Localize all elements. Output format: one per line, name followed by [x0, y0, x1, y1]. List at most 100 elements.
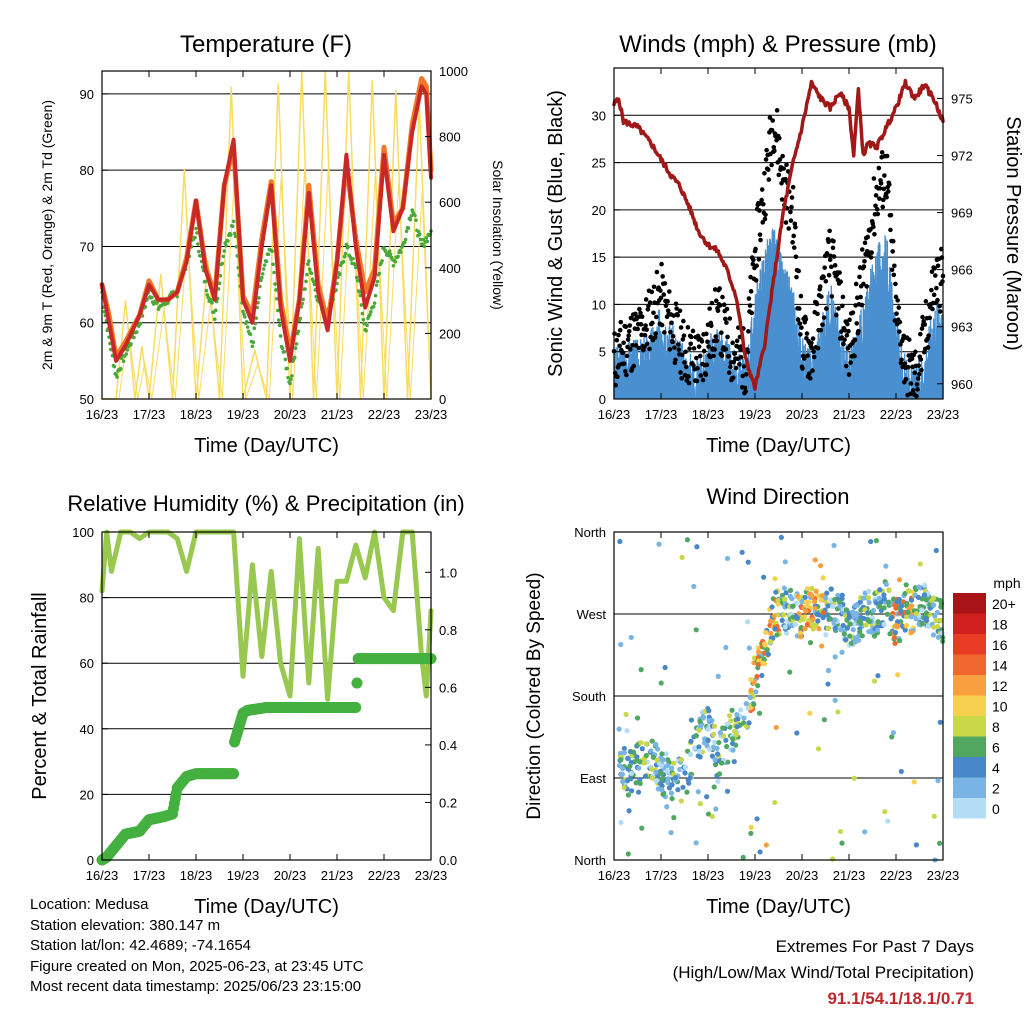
gust-point — [681, 318, 686, 324]
direction-point — [792, 621, 798, 628]
direction-point — [654, 778, 660, 784]
direction-point — [935, 778, 941, 784]
dewpoint-point — [396, 254, 400, 259]
direction-point — [781, 585, 787, 591]
direction-point — [783, 630, 790, 636]
gust-point — [676, 347, 682, 353]
direction-point — [802, 594, 808, 600]
dewpoint-point — [243, 315, 247, 319]
gust-point — [918, 357, 924, 362]
gust-point — [724, 306, 730, 312]
gust-point — [638, 310, 643, 316]
gust-point — [686, 374, 691, 379]
direction-point — [700, 714, 706, 721]
dewpoint-point — [274, 288, 278, 292]
x-tick-label: 19/23 — [739, 407, 772, 422]
direction-point — [675, 787, 681, 793]
gust-point — [809, 340, 814, 346]
direction-point — [866, 595, 872, 601]
y-tick-label: 60 — [80, 656, 94, 671]
gust-point — [815, 345, 821, 351]
gust-point — [918, 331, 923, 337]
gust-point — [781, 166, 787, 171]
x-tick-label: 16/23 — [598, 868, 631, 883]
gust-point — [765, 167, 771, 172]
direction-point — [625, 792, 632, 798]
gust-point — [675, 312, 681, 318]
dewpoint-point — [119, 366, 123, 371]
dewpoint-point — [285, 366, 289, 371]
wdir-panel: 16/23 17/23 18/23 19/23 20/23 21/23 22/23 23/23… — [524, 525, 959, 918]
direction-point — [800, 616, 806, 623]
direction-point — [706, 717, 712, 723]
y2-tick-label: 975 — [951, 91, 973, 106]
direction-point — [923, 617, 929, 624]
gust-point — [925, 345, 931, 350]
gust-point — [920, 314, 925, 320]
colorbar-label: 0 — [992, 801, 1000, 817]
direction-point — [623, 711, 629, 717]
gust-point — [805, 353, 810, 358]
gust-point — [774, 108, 780, 113]
pressure-series — [612, 78, 945, 391]
gust-point — [833, 312, 839, 318]
direction-point — [862, 829, 868, 835]
dewpoint-point — [307, 267, 312, 272]
direction-point — [919, 621, 925, 627]
gust-point — [704, 331, 709, 337]
x-axis-label: Time (Day/UTC) — [706, 896, 851, 918]
direction-point — [695, 789, 701, 795]
gust-point — [776, 172, 782, 178]
direction-point — [828, 586, 834, 592]
direction-point — [807, 640, 814, 646]
x-tick-label: 16/23 — [86, 868, 119, 883]
dewpoint-point — [307, 259, 311, 263]
x-tick-label: 19/23 — [227, 868, 260, 883]
dewpoint-point — [121, 359, 126, 364]
direction-point — [816, 626, 822, 632]
gust-point — [861, 264, 867, 269]
gust-point — [746, 296, 752, 301]
gust-point — [627, 323, 633, 328]
gust-point — [743, 372, 749, 377]
gust-point — [675, 342, 681, 347]
dewpoint-point — [217, 281, 222, 286]
direction-point — [889, 734, 895, 740]
gust-point — [843, 363, 849, 369]
direction-point — [620, 765, 626, 772]
y2-tick-label: 600 — [439, 195, 461, 210]
gust-point — [763, 157, 769, 162]
direction-point — [890, 596, 897, 602]
gust-point — [699, 339, 705, 344]
direction-point — [704, 794, 710, 800]
direction-point — [718, 760, 725, 766]
direction-point — [894, 619, 901, 625]
gust-point — [892, 263, 897, 269]
direction-point — [635, 789, 642, 795]
gust-point — [709, 300, 715, 306]
direction-point — [812, 605, 818, 612]
dewpoint-point — [342, 254, 347, 259]
gust-point — [793, 254, 799, 260]
dewpoint-point — [373, 293, 378, 298]
dewpoint-point — [375, 279, 380, 284]
direction-point — [925, 623, 931, 629]
direction-point — [772, 626, 778, 632]
direction-point — [716, 771, 723, 777]
dewpoint-point — [203, 279, 208, 284]
dewpoint-point — [222, 249, 226, 253]
gust-point — [878, 181, 884, 186]
direction-point — [716, 739, 722, 746]
temperature-panel: 16/23 17/23 18/23 19/23 20/23 21/23 22/23 23/23… — [39, 64, 506, 457]
direction-point — [921, 582, 928, 588]
gust-point — [663, 303, 669, 309]
gust-point — [700, 377, 706, 383]
direction-point — [697, 754, 703, 760]
dewpoint-point — [305, 272, 309, 277]
direction-point — [881, 596, 887, 602]
gust-point — [673, 301, 679, 307]
gust-point — [887, 182, 892, 187]
x-axis-label: Time (Day/UTC) — [194, 435, 339, 457]
gust-point — [861, 281, 866, 287]
gust-point — [737, 362, 742, 367]
